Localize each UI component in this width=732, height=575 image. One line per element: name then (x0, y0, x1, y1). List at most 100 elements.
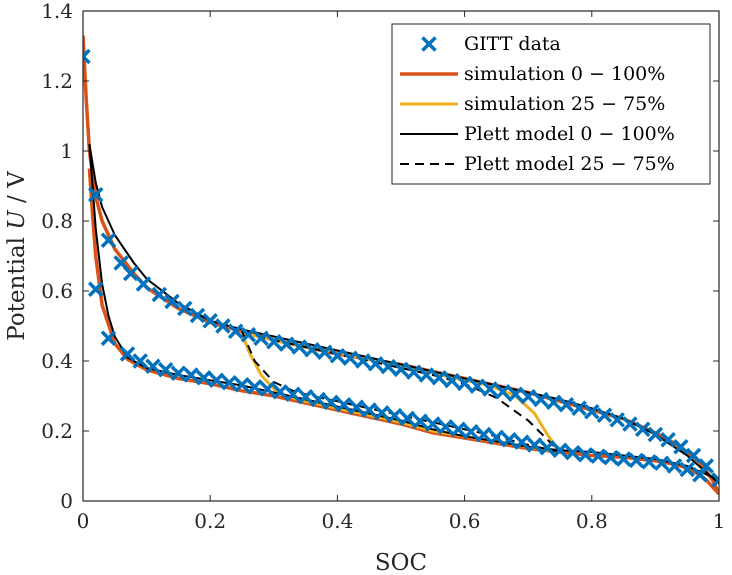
gitt-data-point (285, 386, 301, 402)
gitt-data-point (711, 472, 719, 488)
gitt-data-point (533, 391, 549, 408)
legend-swatch-gitt-data (421, 36, 437, 52)
gitt-data-point (316, 344, 333, 360)
gitt-data-point (463, 423, 479, 440)
gitt-data-point (622, 416, 638, 432)
gitt-data-point (355, 353, 371, 369)
gitt-data-point (386, 407, 403, 424)
gitt-data-point (571, 400, 587, 416)
gitt-data-point (202, 313, 218, 329)
gitt-data-point (634, 421, 651, 437)
gitt-data-point (374, 405, 390, 421)
legend-label: Plett model 25 − 75% (464, 153, 675, 175)
y-axis-label-prefix: Potential (4, 230, 30, 341)
gitt-data-point (628, 452, 645, 469)
gitt-data-point (596, 407, 613, 423)
gitt-data-point (520, 388, 536, 405)
gitt-data-point (157, 362, 174, 378)
gitt-data-point (603, 449, 619, 466)
gitt-data-point (692, 467, 708, 483)
gitt-data-point (132, 353, 148, 369)
gitt-data-point (425, 416, 441, 432)
gitt-data-point (673, 439, 689, 455)
gitt-data-point (444, 372, 460, 389)
gitt-data-point (590, 448, 606, 464)
gitt-data-point (660, 432, 676, 448)
gitt-data-point (367, 356, 384, 372)
y-tick-label: 0.8 (41, 209, 73, 233)
gitt-data-point (170, 365, 187, 381)
gitt-data-point (87, 187, 104, 203)
gitt-data-point (526, 437, 543, 453)
y-axis-label-variable: U (4, 209, 30, 230)
gitt-data-point (266, 334, 282, 350)
gitt-data-point (685, 447, 702, 464)
y-tick-label: 0.2 (41, 419, 73, 443)
gitt-data-point (558, 397, 575, 413)
gitt-data-point (437, 419, 454, 435)
gitt-data-point (654, 455, 670, 471)
plett-model-0-100-upper-branch (88, 143, 719, 485)
legend-label: simulation 25 − 75% (464, 93, 665, 115)
gitt-data-point (272, 384, 288, 400)
gitt-data-point (342, 350, 358, 366)
y-axis-label-suffix: / V (4, 171, 30, 210)
gitt-data-point (323, 394, 339, 411)
gitt-data-point (615, 451, 632, 467)
gitt-data-point (584, 404, 600, 420)
y-tick-label: 1 (60, 139, 73, 163)
gitt-data-point (507, 386, 524, 402)
gitt-data-point (539, 440, 556, 456)
gitt-data-point (393, 361, 409, 378)
x-axis-label: SOC (375, 550, 427, 575)
gitt-data-point (151, 286, 168, 303)
gitt-data-point (234, 377, 250, 393)
gitt-data-point (83, 48, 91, 65)
gitt-data-point (240, 327, 257, 343)
gitt-data-point (304, 342, 320, 358)
y-tick-label: 1.4 (41, 0, 73, 23)
gitt-data-point (552, 442, 568, 458)
y-axis-label: Potential U / V (4, 171, 30, 341)
gitt-data-point (609, 412, 625, 428)
gitt-data-point (177, 300, 193, 317)
simulation-0-100-lower-branch (87, 168, 719, 496)
gitt-data-point (469, 378, 486, 394)
gitt-data-point (456, 375, 473, 392)
legend-label: GITT data (464, 33, 561, 55)
x-tick-label: 0.6 (449, 509, 481, 533)
x-tick-label: 1 (713, 509, 726, 533)
gitt-data-point (482, 381, 498, 397)
gitt-data-point (679, 461, 695, 478)
gitt-data-point (488, 429, 505, 446)
gitt-data-point (495, 384, 511, 400)
gitt-data-point (418, 367, 435, 383)
gitt-data-point (399, 410, 416, 427)
gitt-data-point (100, 330, 117, 346)
x-tick-label: 0.2 (194, 509, 226, 533)
gitt-data-point (227, 323, 244, 339)
x-tick-label: 0.8 (576, 509, 608, 533)
plot-series (83, 35, 719, 496)
gitt-data-point (641, 454, 657, 470)
gitt-data-point (514, 434, 530, 450)
plot-axes-box (82, 10, 720, 502)
gitt-data-point (475, 426, 492, 443)
gitt-data-point (380, 358, 397, 375)
gitt-data-point (164, 293, 180, 310)
gitt-data-point (119, 346, 136, 362)
gitt-data-point (577, 447, 594, 463)
gitt-data-point (405, 364, 422, 380)
gitt-data-point (215, 318, 231, 334)
gitt-data-point (666, 458, 683, 474)
gitt-data-point (196, 370, 212, 386)
gitt-data-point (564, 444, 581, 461)
gitt-data-point (329, 348, 346, 364)
gitt-data-point (87, 281, 104, 297)
gitt-data-point (135, 276, 152, 292)
x-tick-label: 0 (77, 509, 90, 533)
gitt-data-point (348, 399, 365, 415)
gitt-data-markers (83, 48, 719, 488)
gitt-data-point (189, 307, 206, 324)
